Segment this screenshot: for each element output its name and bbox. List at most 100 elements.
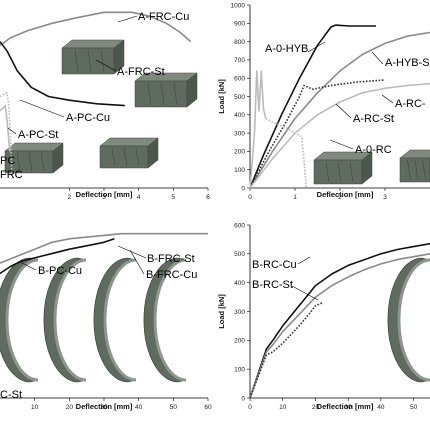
series-line-a-rc- [249,82,430,189]
y-tick-label: 600 [234,76,245,83]
series-annotation: A-RC- [395,98,426,110]
series-line-b-frc-cu [0,232,208,264]
y-tick-label: 100 [234,366,245,373]
specimen-render [313,151,373,185]
x-tick-label: 60 [204,404,212,411]
x-tick-label: 2 [68,194,72,201]
x-tick-label: 50 [410,404,418,411]
series-line-a-frc-st [0,41,125,107]
series-line-a-0-hyb [249,24,376,189]
ring-specimen-render [387,257,430,383]
x-tick-label: 20 [66,404,74,411]
chart-panel-top-right: 0 1 2 3 0 100 200 300 400 500 600 700 800 900 1000 Load… [217,2,430,201]
y-tick-label: 100 [234,167,245,174]
x-tick-label: 50 [170,404,178,411]
series-annotation: A-PC-Cu [66,112,110,124]
ring-specimen-render [143,257,187,383]
series-line-b-rc-st [249,302,323,399]
annotation-leader [291,285,319,301]
x-tick-label: 40 [377,404,385,411]
y-tick-label: 400 [234,112,245,119]
x-axis-label: Deflection [mm] [317,402,374,411]
x-tick-label: 20 [312,404,320,411]
y-tick-label: 900 [234,21,245,28]
series-line-a-0-rc [265,117,308,189]
y-tick-label: 0 [241,185,245,192]
x-tick-label: 3 [102,194,106,201]
x-tick-label: 1 [293,194,297,201]
x-tick-label: 30 [100,404,108,411]
x-tick-label: 30 [345,404,353,411]
chart-panel-bottom-left: 10 20 30 40 50 60 Deflection [mm] B-FRC-St B-PC-… [0,232,212,411]
chart-panel-top-left: 2 3 4 5 6 Deflection [mm] A-FRC-Cu A-FRC-St A-PC… [0,11,210,201]
x-axis-label: Deflection [mm] [76,402,133,411]
annotation-leader [19,261,37,271]
series-annotation: B-RC-St [252,279,293,291]
specimen-render [399,149,430,183]
specimen-render [99,137,159,169]
specimen-render [61,39,125,75]
ring-specimen-render [93,257,137,383]
y-tick-label: 800 [234,39,245,46]
annotation-leader [297,256,311,265]
annotation-leader [19,99,65,118]
x-tick-label: 10 [31,404,39,411]
series-line-a-rc-st [249,79,386,189]
ring-specimen-render [43,257,87,383]
y-tick-label: 200 [234,149,245,156]
x-tick-label: 6 [206,194,210,201]
annotation-leader [371,51,384,65]
y-axis-label: Load [kN] [217,294,226,329]
y-tick-label: 500 [234,94,245,101]
series-line-a-0-rc [249,70,267,189]
annotation-leader [129,249,145,275]
series-annotation: A-FRC-Cu [138,11,189,23]
series-line-a-pc-st [0,104,11,152]
y-tick-label: 700 [234,57,245,64]
y-tick-label: 400 [234,280,245,287]
series-annotation: PC [0,155,15,167]
series-annotation: A-FRC-St [117,66,165,78]
series-annotation: A-0-HYB [265,43,308,55]
x-tick-label: 0 [248,194,252,201]
y-tick-label: 300 [234,130,245,137]
y-tick-label: 200 [234,338,245,345]
x-tick-label: 0 [248,404,252,411]
x-tick-label: 10 [279,404,287,411]
annotation-leader [307,41,326,53]
series-annotation: B-PC-Cu [38,265,82,277]
specimen-render [134,72,198,108]
x-axis-label: Deflection [mm] [76,190,133,199]
x-tick-label: 2 [338,194,342,201]
y-axis-label: Load [kN] [217,79,226,114]
y-tick-label: 300 [234,309,245,316]
annotation-leader [329,139,354,150]
x-tick-label: 40 [135,404,143,411]
x-tick-label: 4 [137,194,141,201]
x-tick-label: 3 [383,194,387,201]
series-annotation: B-FRC-Cu [146,269,197,281]
series-line-b-frc-st [0,238,115,275]
annotation-leader [7,127,17,135]
series-annotation: A-RC-St [353,113,394,125]
x-axis-label: Deflection [mm] [317,190,374,199]
annotation-leader [335,103,352,119]
y-tick-label: 0 [241,395,245,402]
series-line-a-frc-cu [0,11,192,46]
series-annotation: A-PC-St [18,129,58,141]
y-tick-label: 500 [234,251,245,258]
specimen-render [4,142,64,174]
series-annotation: B-RC-Cu [252,259,297,271]
series-annotation: A-0-RC [355,144,392,156]
series-line-b-rc-cu [249,242,430,399]
series-annotation: B-FRC-St [147,253,195,265]
y-tick-label: 1000 [231,2,246,9]
x-tick-label: 5 [172,194,176,201]
annotation-leader [117,245,147,259]
series-line-a-hyb-st [249,31,430,189]
series-line-b-rc-cu [249,253,430,399]
series-annotation: A-HYB-St [385,57,430,69]
annotation-leader [117,15,138,23]
